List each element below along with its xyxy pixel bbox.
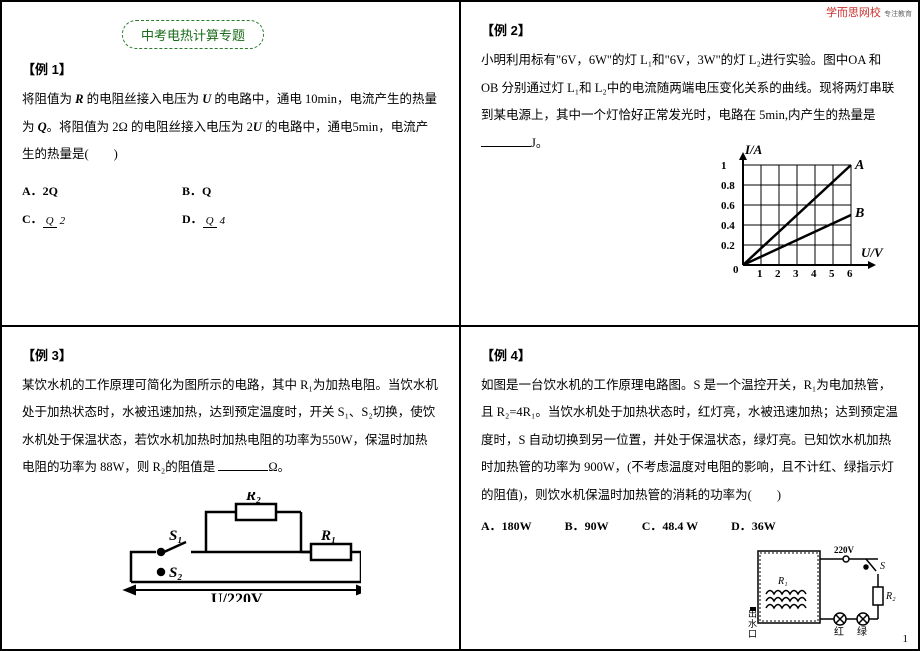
watermark-main: 学而思网校 (826, 7, 881, 19)
example-1-options: A．2Q B．Q C．Q2 D．Q4 (22, 177, 439, 235)
option-d: D．36W (731, 517, 776, 534)
example-2-text: 小明利用标有"6V，6W"的灯 L₁和"6V，3W"的灯 L₂进行实验。图中OA… (481, 47, 898, 157)
y-axis-label: I/A (744, 145, 763, 157)
ytick: 0.6 (721, 200, 735, 212)
outlet-label-2: 水 (748, 618, 757, 629)
svg-text:220V: 220V (834, 545, 855, 555)
example-1-label: 【例 1】 (22, 59, 439, 78)
worksheet-page: 中考电热计算专题 【例 1】 将阻值为 R 的电阻丝接入电压为 U 的电路中，通… (0, 0, 920, 651)
x-axis-label: U/V (861, 245, 884, 260)
s2-label: S₂ (169, 565, 183, 581)
text: 的电阻丝接入电压为 (83, 92, 202, 106)
outlet-label-3: 口 (748, 629, 757, 639)
frac-num: Q (43, 215, 57, 228)
text: 小明利用标有"6V，6W"的灯 L₁和"6V，3W"的灯 L₂进行实验。图中OA… (481, 53, 894, 122)
frac-den: 2 (57, 215, 69, 227)
example-1-text: 将阻值为 R 的电阻丝接入电压为 U 的电路中，通电 10min，电流产生的热量… (22, 86, 439, 169)
unit: J。 (531, 136, 548, 150)
svg-text:S: S (880, 561, 885, 572)
svg-text:R₂: R₂ (885, 591, 896, 602)
page-number: 1 (903, 633, 909, 645)
quadrant-1: 中考电热计算专题 【例 1】 将阻值为 R 的电阻丝接入电压为 U 的电路中，通… (1, 1, 460, 326)
iv-chart: 1 0.8 0.6 0.4 0.2 0 1 2 3 4 5 6 I/A U/V … (718, 145, 888, 295)
blank-field (481, 133, 531, 147)
frac-den: 4 (217, 215, 229, 227)
var: Q (38, 120, 47, 134)
voltage-label: U/220V (211, 591, 263, 602)
xtick: 4 (811, 268, 817, 280)
watermark-sub: 专注教育 (884, 11, 912, 18)
quadrant-3: 【例 3】 某饮水机的工作原理可简化为图所示的电路，其中 R₁为加热电阻。当饮水… (1, 326, 460, 651)
line-a-label: A (854, 158, 864, 173)
var: U (202, 92, 211, 106)
watermark: 学而思网校 专注教育 (826, 4, 912, 20)
option-a: A．2Q (22, 177, 182, 206)
example-4-text: 如图是一台饮水机的工作原理电路图。S 是一个温控开关，R₁为电加热管，且 R₂=… (481, 372, 898, 510)
green-lamp-label: 绿 (857, 625, 867, 638)
option-b: B．90W (565, 517, 609, 534)
text: 。将阻值为 2Ω 的电阻丝接入电压为 2 (47, 120, 253, 134)
example-4-label: 【例 4】 (481, 345, 898, 364)
opt-label: D． (182, 212, 203, 226)
ytick: 0.4 (721, 220, 735, 232)
xtick: 5 (829, 268, 835, 280)
option-c: C．48.4 W (642, 517, 698, 534)
option-b: B．Q (182, 177, 342, 206)
option-d: D．Q4 (182, 205, 342, 234)
red-lamp-label: 红 (834, 625, 844, 638)
ytick: 0.8 (721, 180, 735, 192)
example-2-label: 【例 2】 (481, 20, 898, 39)
example-3-text: 某饮水机的工作原理可简化为图所示的电路，其中 R₁为加热电阻。当饮水机处于加热状… (22, 372, 439, 482)
text: 如图是一台饮水机的工作原理电路图。S 是一个温控开关，R₁为电加热管，且 R₂=… (481, 378, 898, 502)
option-a: A．180W (481, 517, 532, 534)
option-c: C．Q2 (22, 205, 182, 234)
example-3-label: 【例 3】 (22, 345, 439, 364)
text: 将阻值为 (22, 92, 75, 106)
r2-label: R₂ (245, 492, 261, 504)
ytick: 1 (721, 160, 727, 172)
xtick: 1 (757, 268, 763, 280)
r1-label: R₁ (320, 528, 336, 544)
r1-label: R₁ (777, 576, 788, 587)
xtick: 6 (847, 268, 853, 280)
quadrant-2: 学而思网校 专注教育 【例 2】 小明利用标有"6V，6W"的灯 L₁和"6V，… (460, 1, 919, 326)
xtick: 2 (775, 268, 781, 280)
opt-text: A．2Q (22, 184, 58, 198)
line-b-label: B (854, 206, 864, 221)
ytick: 0.2 (721, 240, 735, 252)
quadrant-4: 【例 4】 如图是一台饮水机的工作原理电路图。S 是一个温控开关，R₁为电加热管… (460, 326, 919, 651)
opt-text: B．Q (182, 184, 211, 198)
example-4-options: A．180W B．90W C．48.4 W D．36W (481, 517, 898, 534)
page-title: 中考电热计算专题 (122, 20, 264, 49)
unit: Ω。 (268, 460, 290, 474)
var: U (253, 120, 262, 134)
circuit-diagram-4: 220V S R₂ R₁ 红 绿 出 水 口 (748, 539, 898, 639)
circuit-diagram-3: S₁ S₂ R₂ R₁ U/220V (101, 492, 361, 602)
blank-field (218, 457, 268, 471)
frac-num: Q (203, 215, 217, 228)
opt-label: C． (22, 212, 43, 226)
s1-label: S₁ (169, 528, 183, 544)
origin: 0 (733, 264, 739, 276)
xtick: 3 (793, 268, 799, 280)
